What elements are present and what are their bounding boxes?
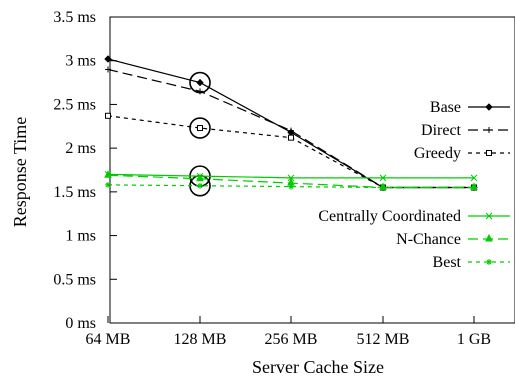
y-axis-label: Response Time (10, 117, 30, 228)
plot-frame (109, 16, 515, 324)
y-tick-label: 1 ms (65, 228, 96, 245)
legend: Base Direct Greedy Centrally Coordinated N-C… (318, 99, 510, 271)
data-point-centrally-coordinated (470, 174, 478, 182)
legend-label-direct: Direct (421, 122, 462, 139)
legend-marker-base (485, 103, 493, 111)
data-point-greedy (105, 112, 111, 119)
data-point-greedy (197, 125, 203, 132)
data-point-best (380, 184, 386, 191)
y-tick-label: 0 ms (65, 315, 96, 332)
series-group (104, 55, 478, 192)
legend-marker-n-chance (485, 233, 493, 242)
data-point-base (196, 78, 204, 87)
legend-marker-centrally-coordinated (485, 212, 493, 220)
y-tick-label: 2.5 ms (53, 96, 96, 113)
data-point-best (197, 182, 203, 189)
data-point-centrally-coordinated (287, 174, 295, 182)
legend-label-centrally-coordinated: Centrally Coordinated (318, 208, 461, 225)
x-tick-label: 64 MB (86, 331, 131, 348)
data-point-n-chance (196, 173, 204, 182)
x-tick-label: 512 MB (357, 331, 410, 348)
data-point-best (288, 183, 294, 190)
y-tick-label: 3 ms (65, 53, 96, 70)
data-point-greedy (288, 134, 294, 141)
data-point-best (471, 184, 477, 191)
legend-label-best: Best (433, 254, 462, 271)
legend-marker-best (486, 259, 492, 265)
y-tick-label: 0.5 ms (53, 271, 96, 288)
legend-marker-direct (486, 127, 492, 133)
data-point-base (104, 55, 112, 63)
data-point-best (105, 181, 111, 188)
x-tick-label: 1 GB (457, 331, 491, 348)
data-point-centrally-coordinated (379, 174, 387, 182)
series-line-base (107, 58, 474, 189)
legend-marker-greedy (486, 150, 492, 156)
data-point-n-chance (104, 170, 112, 178)
series-line-best (107, 184, 474, 189)
y-tick-label: 1.5 ms (53, 184, 96, 201)
x-axis-label: Server Cache Size (252, 357, 384, 377)
y-tick-label: 2 ms (65, 140, 96, 157)
legend-label-greedy: Greedy (414, 145, 461, 162)
x-tick-label: 128 MB (174, 331, 227, 348)
data-point-direct (105, 66, 111, 73)
highlight-circle (189, 117, 211, 139)
data-point-direct (197, 88, 203, 95)
legend-label-base: Base (430, 99, 461, 116)
data-point-direct (288, 127, 294, 134)
y-tick-label: 3.5 ms (53, 9, 96, 26)
legend-label-n-chance: N-Chance (396, 231, 461, 248)
x-tick-label: 256 MB (265, 331, 318, 348)
axis-ticks: 0 ms 0.5 ms 1 ms 1.5 ms 2 ms 2.5 ms 3 ms 3.5 ms… (53, 9, 491, 348)
